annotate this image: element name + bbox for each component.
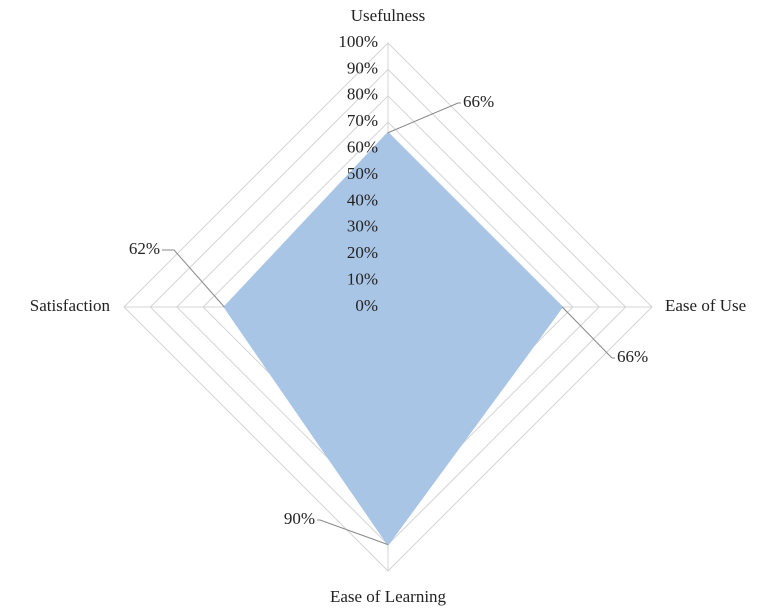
category-label: Satisfaction <box>30 296 111 315</box>
category-label: Ease of Use <box>665 296 746 315</box>
tick-label: 50% <box>347 164 378 183</box>
tick-label: 80% <box>347 85 378 104</box>
leader-line <box>162 249 225 308</box>
tick-label: 10% <box>347 270 378 289</box>
data-label: 90% <box>284 509 315 528</box>
tick-label: 100% <box>338 32 378 51</box>
leader-line <box>561 306 615 359</box>
data-label: 66% <box>463 92 494 111</box>
tick-label: 0% <box>355 296 378 315</box>
category-label: Usefulness <box>351 6 426 25</box>
data-label: 66% <box>617 347 648 366</box>
tick-label: 60% <box>347 138 378 157</box>
tick-label: 90% <box>347 58 378 77</box>
tick-label: 40% <box>347 190 378 209</box>
leader-line <box>387 102 461 134</box>
category-label: Ease of Learning <box>330 587 447 606</box>
tick-label: 70% <box>347 111 378 130</box>
tick-label: 30% <box>347 217 378 236</box>
radar-area <box>223 131 564 546</box>
tick-label: 20% <box>347 243 378 262</box>
leader-line <box>317 519 389 546</box>
data-label: 62% <box>129 239 160 258</box>
